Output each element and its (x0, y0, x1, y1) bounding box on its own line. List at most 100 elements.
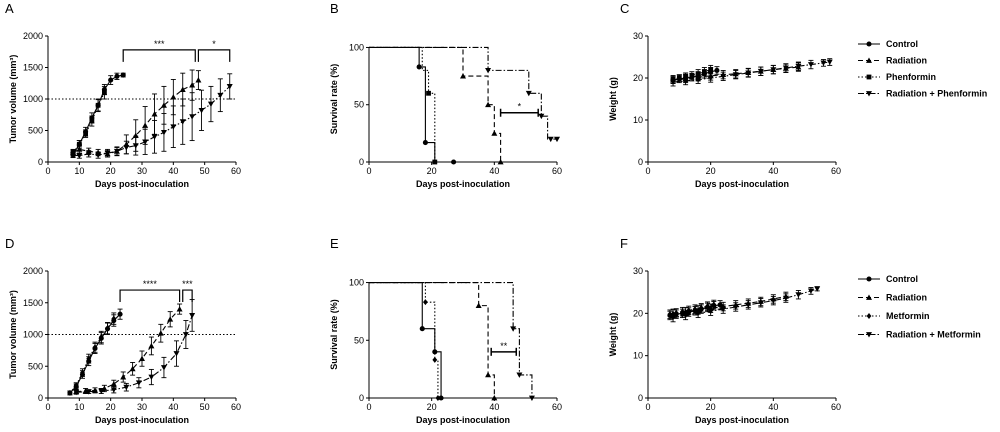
panel-b: B 0 20 40 60 0 50 100 Days post-inoculation Survi… (329, 1, 562, 189)
x-tick-label: 40 (489, 402, 499, 412)
data-point (670, 79, 677, 86)
bracket-line (119, 289, 181, 303)
x-tick-label: 20 (427, 402, 437, 412)
significance-bracket: **** (119, 279, 181, 303)
data-point (151, 134, 158, 140)
data-point (711, 301, 717, 308)
data-point (689, 73, 695, 78)
data-point (92, 344, 98, 351)
data-point (451, 159, 457, 165)
data-point (475, 302, 482, 309)
y-tick-label: 1500 (23, 298, 43, 308)
data-point (89, 118, 95, 124)
significance-label: ** (500, 341, 508, 351)
series-radiation (369, 281, 498, 401)
data-point (720, 306, 727, 313)
y-tick-label: 2000 (23, 266, 43, 276)
data-point (795, 63, 802, 70)
series-control (369, 281, 444, 401)
legend-item-radiation: Radiation (858, 56, 927, 66)
significance-bracket: ** (490, 341, 518, 356)
y-tick-label: 500 (28, 126, 43, 136)
legend-label: Radiation (886, 293, 927, 303)
series-line (369, 281, 439, 398)
y-tick-label: 1500 (23, 63, 43, 73)
data-point (491, 395, 498, 401)
data-point (554, 136, 560, 143)
legend-label: Phenformin (886, 72, 936, 82)
legend-marker (866, 41, 872, 47)
data-point (189, 313, 196, 319)
series-radiation-metformin (73, 299, 196, 396)
legend-label: Radiation + Metformin (886, 330, 981, 340)
legend-label: Control (886, 39, 918, 49)
x-tick-label: 60 (231, 166, 241, 176)
significance-bracket: *** (182, 279, 193, 303)
panel-a: A 0 10 20 30 40 50 60 0 500 1000 1500 2000 Days post-… (5, 1, 241, 189)
data-point (179, 119, 186, 125)
data-point (120, 72, 126, 78)
data-point (148, 374, 155, 381)
legend-item-metformin: Metformin (858, 311, 930, 321)
data-point (76, 153, 83, 159)
significance-bracket: *** (122, 39, 196, 62)
data-point (105, 325, 110, 332)
data-point (516, 372, 523, 378)
series-radiation-phenformin (70, 73, 233, 159)
y-tick-label: 0 (638, 157, 643, 167)
data-point (226, 84, 233, 90)
x-axis-title: Days post-inoculation (95, 179, 189, 189)
x-tick-label: 20 (106, 402, 116, 412)
legend-item-radiation: Radiation (858, 293, 927, 303)
data-point (170, 124, 177, 130)
significance-label: *** (182, 279, 193, 289)
data-point (695, 77, 702, 83)
data-point (120, 374, 127, 380)
data-point (73, 389, 80, 396)
y-axis-title: Survival rate (%) (329, 64, 339, 135)
x-tick-label: 0 (645, 166, 650, 176)
data-point (189, 114, 196, 120)
legend-label: Metformin (886, 311, 930, 321)
panel-letter: F (620, 236, 628, 251)
y-tick-label: 20 (633, 308, 643, 318)
data-point (673, 309, 679, 316)
legend-marker (866, 276, 872, 282)
data-point (745, 302, 752, 308)
data-point (510, 326, 517, 332)
x-tick-label: 20 (106, 166, 116, 176)
data-point (770, 298, 777, 304)
data-point (491, 130, 498, 136)
data-point (745, 70, 752, 76)
series-line (672, 295, 786, 314)
legend-item-phenformin: Phenformin (858, 72, 936, 82)
y-axis-title: Tumor volume (mm³) (8, 290, 18, 379)
data-point (85, 389, 92, 395)
data-point (826, 59, 833, 66)
x-tick-label: 10 (74, 166, 84, 176)
x-tick-label: 60 (552, 402, 562, 412)
data-point (173, 351, 180, 357)
data-point (682, 78, 689, 84)
significance-bracket: * (197, 39, 231, 62)
y-tick-label: 100 (349, 42, 364, 52)
x-tick-label: 30 (137, 166, 147, 176)
data-point (795, 292, 802, 298)
data-point (195, 77, 202, 83)
legend-marker (866, 91, 872, 97)
data-point (110, 387, 117, 393)
x-tick-label: 40 (489, 166, 499, 176)
y-tick-label: 2000 (23, 31, 43, 41)
series-line (73, 85, 231, 157)
y-tick-label: 10 (633, 115, 643, 125)
x-tick-label: 40 (768, 402, 778, 412)
data-point (95, 152, 102, 159)
data-point (485, 371, 492, 378)
legend-bottom: Control Radiation Metformin Radiation + Met… (858, 274, 981, 340)
series-radiation-metformin (369, 281, 535, 401)
legend-label: Radiation (886, 56, 927, 66)
data-point (113, 148, 120, 155)
y-axis-title: Weight (g) (608, 77, 618, 121)
data-point (820, 60, 827, 66)
